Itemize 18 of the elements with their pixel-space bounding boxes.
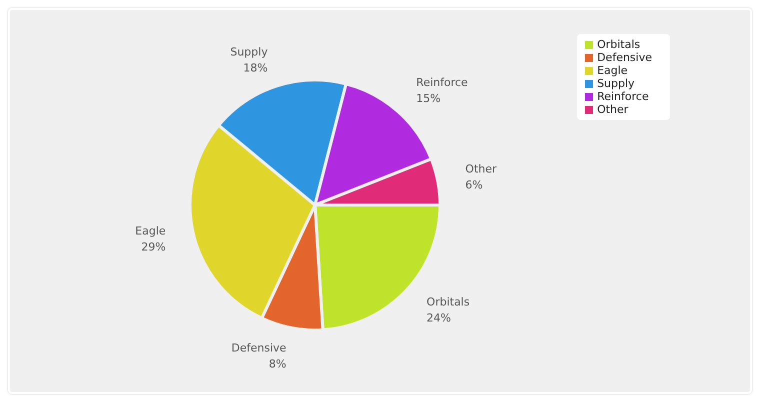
data-label: 6% [465,178,483,192]
slice-label: Reinforce [416,76,468,90]
legend-label: Orbitals [597,38,640,51]
data-label: 18% [243,61,268,74]
slice-label: Other [465,162,497,176]
legend-label: Eagle [597,64,628,77]
data-label: 29% [141,240,166,254]
legend-label: Defensive [597,51,652,64]
data-label: 24% [426,312,451,325]
data-label: 15% [416,92,441,106]
slice-label: Orbitals [426,296,470,309]
legend-label: Other [597,103,628,116]
legend-label: Reinforce [597,90,649,103]
slice-label: Eagle [135,224,166,238]
data-label: 8% [268,357,286,370]
slice-label: Defensive [231,341,287,354]
slice-label: Supply [230,45,268,58]
legend-label: Supply [597,77,635,90]
